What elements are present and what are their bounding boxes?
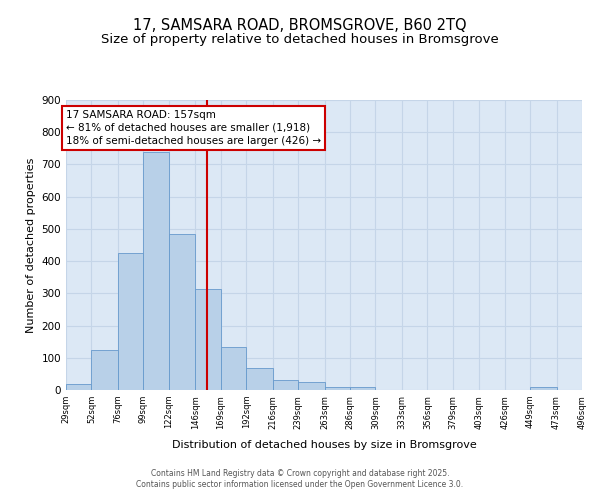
Bar [325,387,350,390]
Bar [272,380,298,390]
Bar [298,382,325,390]
Y-axis label: Number of detached properties: Number of detached properties [26,158,36,332]
Bar [118,253,143,390]
Bar [66,384,91,390]
Bar [143,152,169,390]
Bar [530,387,557,390]
Bar [350,388,376,390]
Bar [195,288,221,390]
Text: 17 SAMSARA ROAD: 157sqm
← 81% of detached houses are smaller (1,918)
18% of semi: 17 SAMSARA ROAD: 157sqm ← 81% of detache… [66,110,321,146]
Text: Contains HM Land Registry data © Crown copyright and database right 2025.: Contains HM Land Registry data © Crown c… [151,468,449,477]
Bar [221,346,246,390]
Text: Contains public sector information licensed under the Open Government Licence 3.: Contains public sector information licen… [136,480,464,489]
X-axis label: Distribution of detached houses by size in Bromsgrove: Distribution of detached houses by size … [172,440,476,450]
Text: 17, SAMSARA ROAD, BROMSGROVE, B60 2TQ: 17, SAMSARA ROAD, BROMSGROVE, B60 2TQ [133,18,467,32]
Bar [169,234,195,390]
Text: Size of property relative to detached houses in Bromsgrove: Size of property relative to detached ho… [101,32,499,46]
Bar [246,368,272,390]
Bar [91,350,118,390]
